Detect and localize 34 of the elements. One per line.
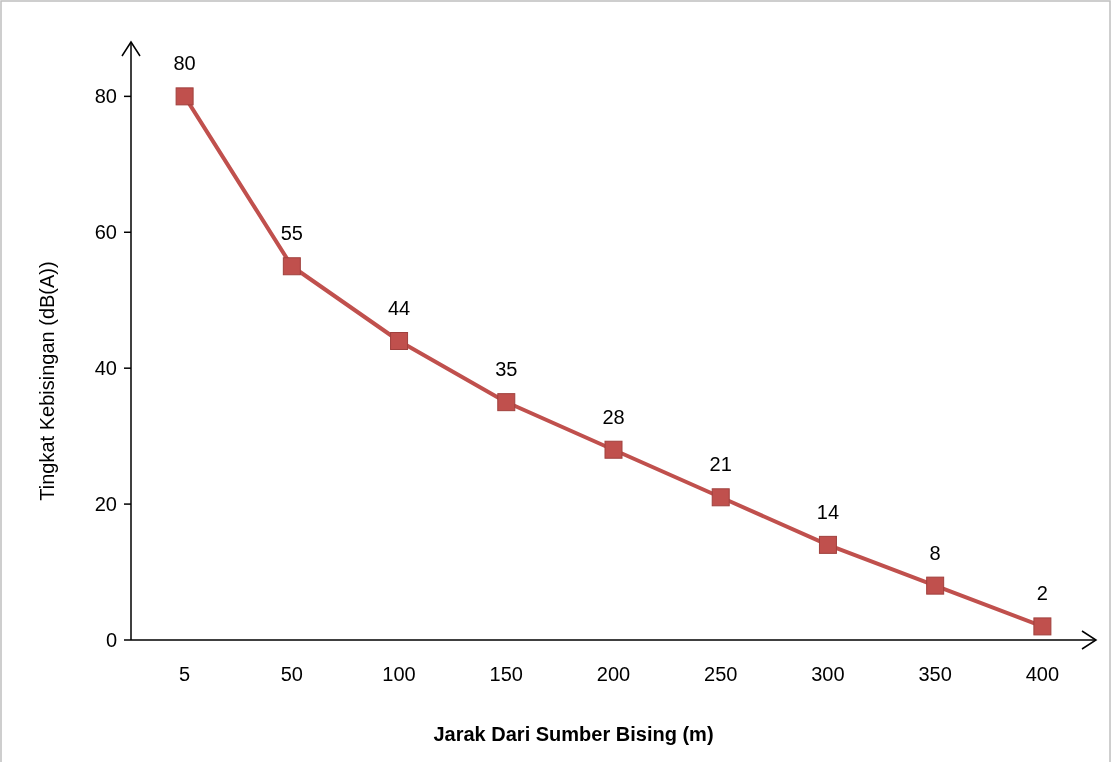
data-label: 44: [387, 297, 411, 319]
point: [175, 87, 194, 106]
y-tick-label: 20: [94, 493, 117, 516]
data-label: 35: [495, 358, 518, 381]
x-tick-label: 400: [1025, 663, 1060, 685]
point: [818, 535, 837, 554]
point: [390, 332, 409, 350]
x-tick-label: 150: [489, 663, 523, 685]
x-tick-label: 5: [179, 663, 191, 685]
y-tick-label: 60: [94, 221, 117, 244]
data-label: 80: [173, 52, 196, 75]
data-label: 2: [1036, 582, 1048, 605]
y-tick-label: 40: [94, 357, 117, 380]
data-label: 21: [709, 453, 732, 476]
y-axis-title: Tingkat Kebisingan (dB(A)): [36, 261, 58, 501]
y-tick-label: 80: [94, 85, 117, 108]
x-tick-label: 300: [811, 663, 845, 685]
data-label: 14: [816, 500, 840, 523]
point: [497, 393, 516, 412]
x-tick-label: 50: [280, 663, 303, 685]
x-tick-label: 200: [596, 663, 631, 685]
data-label: 28: [602, 405, 625, 428]
x-axis-title: Jarak Dari Sumber Bising (m): [433, 723, 714, 745]
x-tick-label: 100: [382, 663, 416, 685]
point: [926, 576, 945, 595]
point: [1033, 617, 1052, 636]
x-tick-label: 250: [704, 663, 738, 685]
point: [282, 257, 301, 276]
point: [604, 440, 623, 459]
data-label: 55: [280, 222, 303, 245]
x-tick-label: 350: [918, 663, 952, 685]
y-tick-label: 0: [105, 629, 117, 651]
data-label: 8: [929, 541, 941, 564]
point: [711, 488, 730, 507]
